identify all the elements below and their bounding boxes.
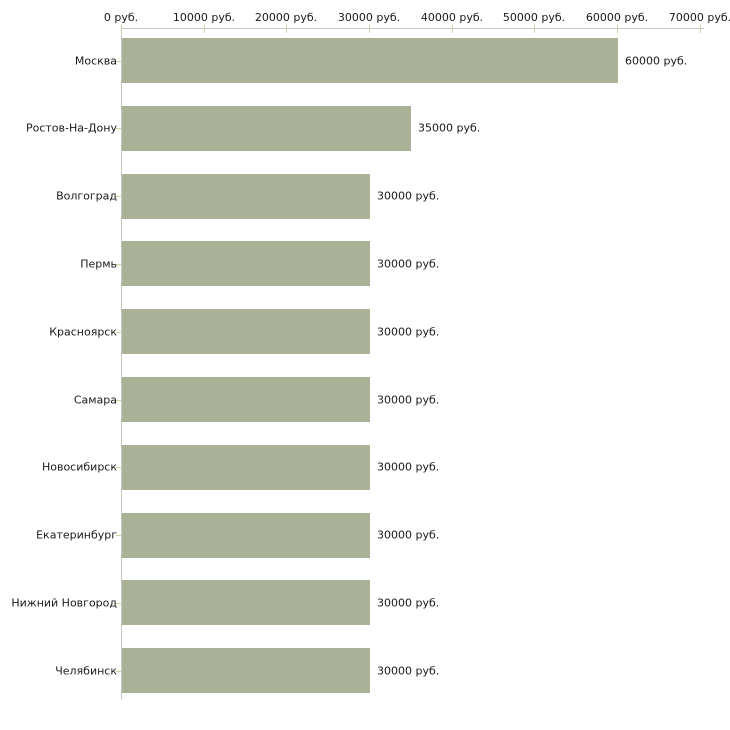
category-label: Пермь (80, 257, 117, 271)
x-axis-line (121, 28, 704, 29)
y-axis-tick (116, 332, 121, 333)
value-label: 30000 руб. (377, 664, 440, 678)
x-axis-tick-label: 10000 руб. (172, 11, 236, 24)
bar-9 (122, 580, 370, 625)
value-label: 30000 руб. (377, 189, 440, 203)
y-axis-tick (116, 535, 121, 536)
category-label: Красноярск (49, 325, 117, 339)
x-axis-tick-label: 30000 руб. (337, 11, 401, 24)
x-axis-tick (121, 25, 122, 33)
y-axis-tick (116, 467, 121, 468)
value-label: 60000 руб. (625, 54, 688, 68)
value-label: 30000 руб. (377, 460, 440, 474)
y-axis-tick (116, 264, 121, 265)
x-axis-tick-label: 40000 руб. (420, 11, 484, 24)
x-axis-tick-label: 50000 руб. (502, 11, 566, 24)
value-label: 30000 руб. (377, 393, 440, 407)
value-label: 30000 руб. (377, 257, 440, 271)
category-label: Нижний Новгород (11, 596, 117, 610)
x-axis-tick (700, 25, 701, 33)
x-axis-tick (534, 25, 535, 33)
y-axis-tick (116, 61, 121, 62)
bar-4 (122, 241, 370, 286)
value-label: 30000 руб. (377, 325, 440, 339)
bar-5 (122, 309, 370, 354)
category-label: Ростов-На-Дону (25, 121, 117, 135)
y-axis-tick (116, 400, 121, 401)
bar-10 (122, 648, 370, 693)
bar-1 (122, 38, 618, 83)
x-axis-tick (204, 25, 205, 33)
bar-2 (122, 106, 411, 151)
x-axis-tick (369, 25, 370, 33)
bar-6 (122, 377, 370, 422)
category-label: Екатеринбург (36, 528, 117, 542)
value-label: 35000 руб. (418, 121, 481, 135)
bar-8 (122, 513, 370, 558)
y-axis-tick (116, 671, 121, 672)
x-axis-tick (617, 25, 618, 33)
category-label: Новосибирск (41, 460, 117, 474)
x-axis-tick (286, 25, 287, 33)
bar-3 (122, 174, 370, 219)
y-axis-tick (116, 196, 121, 197)
x-axis-tick (452, 25, 453, 33)
category-label: Волгоград (56, 189, 117, 203)
x-axis-tick-label: 0 руб. (103, 11, 139, 24)
category-label: Москва (74, 54, 117, 68)
y-axis-tick (116, 603, 121, 604)
bar-7 (122, 445, 370, 490)
x-axis-tick-label: 70000 руб. (668, 11, 730, 24)
value-label: 30000 руб. (377, 528, 440, 542)
y-axis-tick (116, 128, 121, 129)
x-axis-tick-label: 60000 руб. (585, 11, 649, 24)
category-label: Самара (73, 393, 117, 407)
y-axis-line (121, 28, 122, 700)
value-label: 30000 руб. (377, 596, 440, 610)
category-label: Челябинск (55, 664, 117, 678)
x-axis-tick-label: 20000 руб. (254, 11, 318, 24)
